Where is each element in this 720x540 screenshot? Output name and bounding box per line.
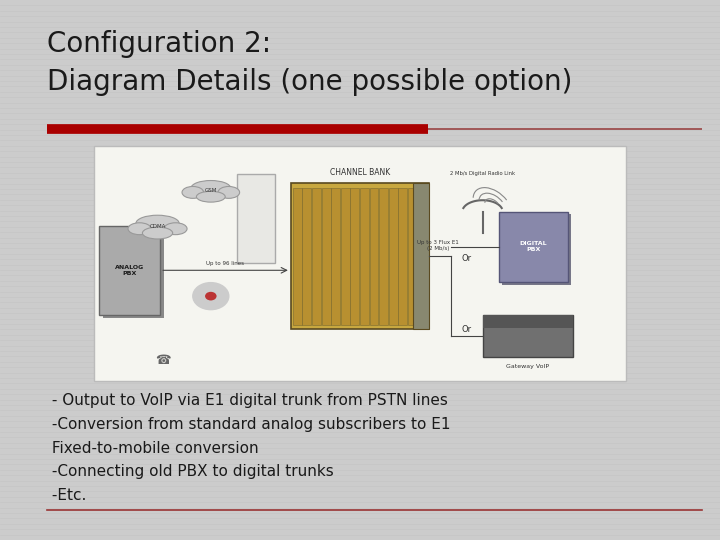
- Text: 2 Mb/s Digital Radio Link: 2 Mb/s Digital Radio Link: [450, 172, 515, 177]
- FancyBboxPatch shape: [99, 226, 160, 315]
- Text: GSM: GSM: [204, 188, 217, 193]
- Text: Diagram Details (one possible option): Diagram Details (one possible option): [47, 68, 572, 96]
- FancyBboxPatch shape: [341, 188, 350, 325]
- FancyBboxPatch shape: [379, 188, 388, 325]
- FancyBboxPatch shape: [482, 315, 573, 328]
- FancyBboxPatch shape: [351, 188, 359, 325]
- Ellipse shape: [197, 191, 225, 202]
- Ellipse shape: [128, 223, 151, 235]
- Ellipse shape: [182, 186, 204, 198]
- Text: -Conversion from standard analog subscribers to E1: -Conversion from standard analog subscri…: [47, 417, 450, 432]
- Text: -Connecting old PBX to digital trunks: -Connecting old PBX to digital trunks: [47, 464, 333, 480]
- FancyBboxPatch shape: [322, 188, 330, 325]
- Ellipse shape: [143, 227, 173, 239]
- FancyBboxPatch shape: [238, 174, 275, 263]
- FancyBboxPatch shape: [102, 228, 164, 318]
- FancyBboxPatch shape: [331, 188, 340, 325]
- FancyBboxPatch shape: [369, 188, 379, 325]
- FancyBboxPatch shape: [302, 188, 311, 325]
- Text: -Etc.: -Etc.: [47, 488, 86, 503]
- FancyBboxPatch shape: [389, 188, 397, 325]
- Text: Or: Or: [462, 325, 472, 334]
- Ellipse shape: [136, 215, 179, 232]
- FancyBboxPatch shape: [408, 188, 417, 325]
- Text: Or: Or: [462, 254, 472, 263]
- FancyBboxPatch shape: [498, 212, 568, 282]
- FancyBboxPatch shape: [291, 184, 429, 329]
- Text: - Output to VoIP via E1 digital trunk from PSTN lines: - Output to VoIP via E1 digital trunk fr…: [47, 393, 448, 408]
- Circle shape: [193, 282, 229, 309]
- FancyBboxPatch shape: [413, 184, 429, 329]
- Ellipse shape: [164, 223, 187, 235]
- FancyBboxPatch shape: [502, 214, 572, 285]
- FancyBboxPatch shape: [482, 315, 573, 357]
- Circle shape: [205, 292, 217, 300]
- FancyBboxPatch shape: [312, 188, 321, 325]
- Text: CDMA: CDMA: [149, 224, 166, 228]
- FancyBboxPatch shape: [360, 188, 369, 325]
- FancyBboxPatch shape: [94, 146, 626, 381]
- FancyBboxPatch shape: [398, 188, 408, 325]
- Text: Up to 3 Flux E1
(2 Mb/s): Up to 3 Flux E1 (2 Mb/s): [417, 240, 459, 251]
- FancyBboxPatch shape: [418, 188, 426, 325]
- Text: DIGITAL
PBX: DIGITAL PBX: [519, 241, 547, 252]
- Ellipse shape: [191, 180, 230, 195]
- Ellipse shape: [218, 186, 240, 198]
- Text: ANALOG
PBX: ANALOG PBX: [115, 265, 144, 276]
- Text: Gateway VoIP: Gateway VoIP: [506, 364, 549, 369]
- Text: CHANNEL BANK: CHANNEL BANK: [330, 168, 390, 177]
- FancyBboxPatch shape: [293, 188, 302, 325]
- Text: Configuration 2:: Configuration 2:: [47, 30, 271, 58]
- Text: Fixed-to-mobile conversion: Fixed-to-mobile conversion: [47, 441, 258, 456]
- Text: ☎: ☎: [155, 354, 171, 367]
- Text: Up to 96 lines: Up to 96 lines: [207, 261, 245, 266]
